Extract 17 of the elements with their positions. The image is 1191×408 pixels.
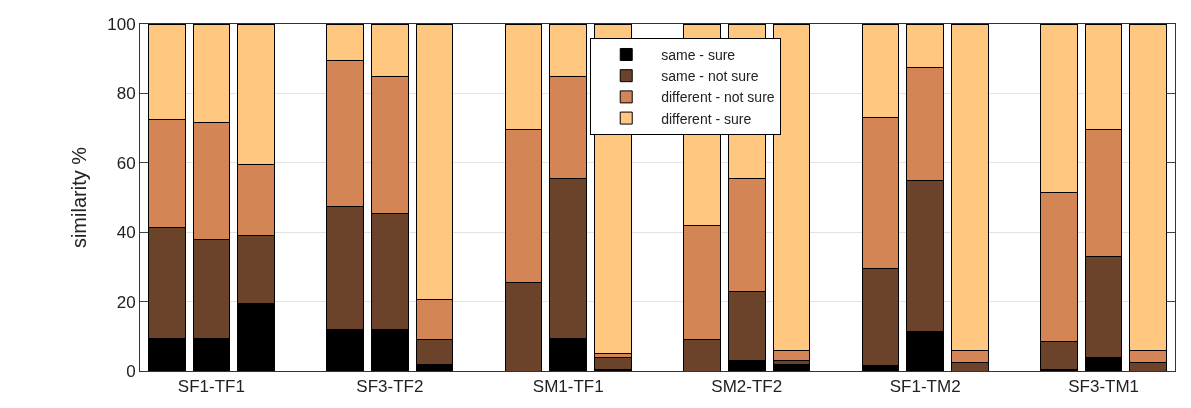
x-tick-label: SF1-TF1 [177, 377, 245, 397]
x-tick-label: SF1-TM2 [889, 377, 961, 397]
legend-label: different - sure [661, 110, 752, 127]
x-tick-label: SF3-TF2 [356, 377, 424, 397]
x-tick-label: SF3-TM1 [1068, 377, 1140, 397]
y-tick-label: 100 [107, 14, 136, 34]
y-tick-label: 60 [116, 153, 136, 173]
y-tick-label: 0 [126, 361, 136, 381]
legend-label: same - not sure [661, 68, 759, 85]
x-tick-label: SM2-TF2 [711, 377, 783, 397]
y-tick-label: 80 [116, 84, 136, 104]
legend-label: different - not sure [661, 89, 775, 106]
y-tick-label: 40 [116, 223, 136, 243]
y-axis-title: similarity % [67, 146, 90, 249]
x-tick-label: SM1-TF1 [532, 377, 604, 397]
y-tick-label: 20 [116, 292, 136, 312]
legend-label: same - sure [661, 46, 736, 63]
